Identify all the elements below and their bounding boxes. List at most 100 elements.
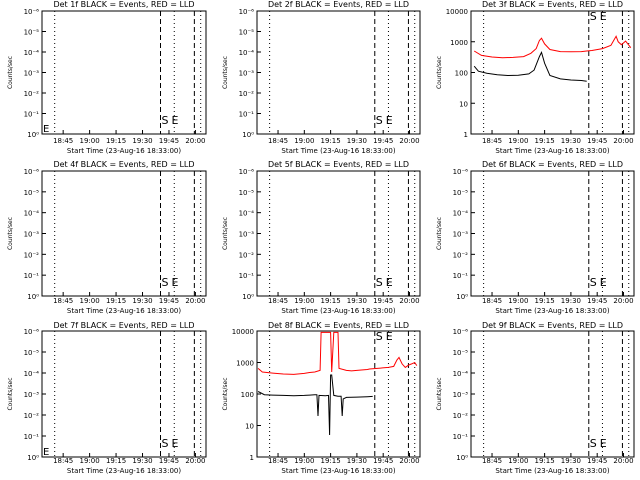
y-tick-label: 10⁻³	[24, 231, 40, 239]
x-tick-label: 19:00	[80, 457, 100, 465]
x-tick-label: 19:30	[132, 137, 152, 145]
panel-det-6: Det 6f BLACK = Events, RED = LLD 18:45 19:…	[436, 160, 635, 315]
x-tick-label: 20:00	[399, 137, 419, 145]
y-tick-label: 10⁻⁴	[24, 210, 40, 218]
marker-s: S	[590, 10, 597, 23]
series-line-events	[257, 374, 373, 436]
marker-s: S	[590, 437, 597, 450]
y-tick-label: 10⁻⁶	[24, 8, 40, 16]
x-tick-label: 19:00	[294, 297, 314, 305]
x-tick-label: 19:00	[508, 137, 528, 145]
chart-title: Det 3f BLACK = Events, RED = LLD	[482, 0, 623, 9]
marker-e: E	[386, 276, 393, 289]
series-line-events	[473, 51, 587, 82]
x-tick-label: 18:45	[53, 297, 73, 305]
x-tick-label: 19:15	[535, 457, 555, 465]
y-tick-label: 10000	[446, 8, 468, 16]
plot-frame	[41, 10, 207, 135]
x-tick-label: 19:30	[347, 297, 367, 305]
series-line-lld	[257, 331, 418, 375]
y-tick-label: 10⁻⁵	[24, 29, 40, 37]
x-tick-label: 19:00	[508, 297, 528, 305]
plot-frame	[470, 10, 635, 135]
x-tick-label: 19:15	[106, 297, 126, 305]
y-tick-label: 10⁻²	[24, 251, 40, 259]
x-axis-label: Start Time (23-Aug-16 18:33:00)	[495, 147, 609, 155]
y-tick-label: 10⁰	[242, 293, 254, 301]
marker-side-e: E	[43, 124, 49, 135]
panel-det-8: Det 8f BLACK = Events, RED = LLD 18:45 19:…	[222, 321, 421, 475]
marker-s: S	[162, 276, 169, 289]
y-tick-label: 10⁻⁴	[24, 49, 40, 57]
y-tick-label: 10⁻⁵	[239, 189, 255, 197]
x-tick-label: 20:00	[613, 457, 633, 465]
y-axis-label: Counts/sec	[7, 217, 14, 250]
x-tick-label: 19:00	[80, 297, 100, 305]
y-tick-label: 10⁻¹	[24, 272, 40, 280]
chart-title: Det 9f BLACK = Events, RED = LLD	[482, 321, 623, 330]
marker-s: S	[376, 276, 383, 289]
marker-e: E	[172, 437, 179, 450]
y-tick-label: 10⁻²	[453, 412, 469, 420]
y-tick-label: 1	[250, 454, 254, 462]
x-tick-label: 18:45	[482, 297, 502, 305]
y-tick-label: 10⁻²	[24, 90, 40, 98]
y-tick-label: 10⁻¹	[239, 111, 255, 119]
y-tick-label: 10⁻⁶	[24, 328, 40, 336]
x-tick-label: 18:45	[268, 297, 288, 305]
panel-det-9: Det 9f BLACK = Events, RED = LLD 18:45 19:…	[436, 321, 635, 475]
y-tick-label: 10⁻⁵	[453, 189, 469, 197]
y-tick-label: 10⁻³	[453, 391, 469, 399]
x-tick-label: 19:45	[159, 297, 179, 305]
y-axis-label: Counts/sec	[222, 217, 229, 250]
x-tick-label: 19:45	[159, 137, 179, 145]
x-tick-label: 19:00	[80, 137, 100, 145]
marker-s: S	[590, 276, 597, 289]
series-line-lld	[473, 35, 632, 59]
marker-s: S	[162, 437, 169, 450]
y-tick-label: 10⁻⁴	[239, 210, 255, 218]
marker-s: S	[376, 114, 383, 127]
x-tick-label: 19:45	[587, 297, 607, 305]
y-tick-label: 10⁻⁴	[453, 370, 469, 378]
chart-title: Det 7f BLACK = Events, RED = LLD	[53, 321, 194, 330]
y-axis-label: Counts/sec	[436, 56, 443, 89]
y-tick-label: 10⁻⁴	[24, 370, 40, 378]
y-tick-label: 10⁻⁶	[453, 328, 469, 336]
x-axis-label: Start Time (23-Aug-16 18:33:00)	[67, 147, 181, 155]
x-tick-label: 20:00	[613, 137, 633, 145]
y-tick-label: 10⁻⁵	[239, 29, 255, 37]
y-axis-label: Counts/sec	[7, 56, 14, 89]
chart-title: Det 1f BLACK = Events, RED = LLD	[53, 0, 194, 9]
x-axis-label: Start Time (23-Aug-16 18:33:00)	[495, 307, 609, 315]
x-tick-label: 19:15	[106, 457, 126, 465]
y-tick-label: 10⁻¹	[24, 111, 40, 119]
x-tick-label: 19:15	[535, 137, 555, 145]
y-tick-label: 10⁻⁶	[239, 8, 255, 16]
marker-e: E	[386, 330, 393, 343]
marker-s: S	[162, 114, 169, 127]
x-tick-label: 20:00	[185, 297, 205, 305]
y-tick-label: 1000	[236, 360, 254, 368]
y-tick-label: 10⁻⁵	[24, 189, 40, 197]
x-tick-label: 19:30	[132, 297, 152, 305]
x-axis-label: Start Time (23-Aug-16 18:33:00)	[281, 467, 395, 475]
x-tick-label: 19:15	[321, 137, 341, 145]
x-axis-label: Start Time (23-Aug-16 18:33:00)	[281, 307, 395, 315]
y-tick-label: 10⁰	[27, 131, 39, 139]
y-tick-label: 10⁻²	[453, 251, 469, 259]
marker-e: E	[386, 114, 393, 127]
x-tick-label: 19:00	[294, 137, 314, 145]
y-tick-label: 10⁰	[27, 454, 39, 462]
x-tick-label: 19:45	[373, 137, 393, 145]
x-tick-label: 19:45	[373, 457, 393, 465]
x-tick-label: 19:30	[561, 297, 581, 305]
plot-frame	[256, 170, 421, 297]
y-tick-label: 10⁻³	[239, 70, 255, 78]
x-tick-label: 18:45	[53, 137, 73, 145]
x-tick-label: 20:00	[185, 137, 205, 145]
y-tick-label: 10⁻¹	[239, 272, 255, 280]
x-tick-label: 18:45	[482, 457, 502, 465]
chart-title: Det 8f BLACK = Events, RED = LLD	[268, 321, 409, 330]
